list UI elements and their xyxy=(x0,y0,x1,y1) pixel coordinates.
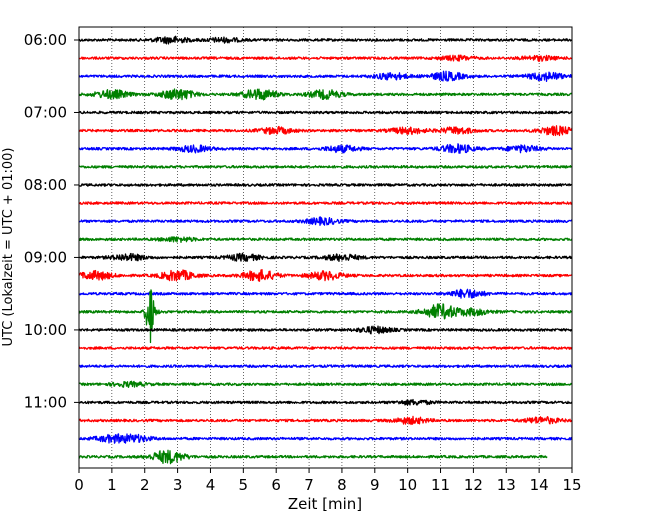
trace-1030 xyxy=(78,364,573,369)
trace-0815 xyxy=(78,201,573,205)
trace-0600 xyxy=(78,35,573,45)
x-tick-label: 9 xyxy=(370,476,380,494)
trace-0730 xyxy=(78,143,573,154)
x-tick-label: 13 xyxy=(497,476,516,494)
y-axis: 06:00 07:00 08:00 09:00 10:00 11:00 xyxy=(24,31,79,411)
x-tick-label: 12 xyxy=(464,476,483,494)
trace-1015 xyxy=(78,346,573,350)
x-tick-label: 6 xyxy=(271,476,281,494)
y-tick-label: 11:00 xyxy=(24,393,67,411)
x-tick-label: 11 xyxy=(431,476,450,494)
trace-0930 xyxy=(78,288,573,299)
trace-1130 xyxy=(78,433,573,444)
y-axis-label: UTC (Lokalzeit = UTC + 01:00) xyxy=(1,148,16,347)
trace-0630 xyxy=(78,70,573,83)
plot-frame xyxy=(79,27,572,468)
trace-1000 xyxy=(78,325,573,335)
trace-0915 xyxy=(78,268,573,282)
x-axis-label: Zeit [min] xyxy=(288,495,362,513)
y-tick-label: 09:00 xyxy=(24,248,67,266)
x-tick-label: 15 xyxy=(562,476,581,494)
x-tick-label: 4 xyxy=(206,476,216,494)
y-tick-label: 07:00 xyxy=(24,103,67,121)
trace-0800 xyxy=(78,183,573,187)
y-tick-label: 06:00 xyxy=(24,31,67,49)
trace-0900 xyxy=(78,252,573,263)
trace-0830 xyxy=(78,216,573,226)
trace-1115 xyxy=(78,415,573,426)
trace-0745 xyxy=(78,164,573,169)
trace-0845 xyxy=(78,236,573,244)
trace-group xyxy=(78,35,573,465)
x-axis: 0 1 2 3 4 5 6 7 8 9 10 11 12 13 14 15 xyxy=(74,468,582,494)
x-tick-label: 0 xyxy=(74,476,84,494)
x-tick-label: 14 xyxy=(530,476,549,494)
x-tick-label: 1 xyxy=(107,476,117,494)
x-tick-label: 7 xyxy=(304,476,314,494)
x-tick-label: 5 xyxy=(239,476,249,494)
trace-0700 xyxy=(78,110,573,115)
trace-0645 xyxy=(78,88,573,101)
x-tick-label: 8 xyxy=(337,476,347,494)
trace-0715 xyxy=(78,125,573,137)
trace-1100 xyxy=(78,398,573,406)
trace-1045 xyxy=(78,380,573,388)
trace-1145 xyxy=(78,449,548,465)
x-tick-label: 3 xyxy=(173,476,183,494)
x-tick-label: 10 xyxy=(398,476,417,494)
y-tick-label: 10:00 xyxy=(24,321,67,339)
y-tick-label: 08:00 xyxy=(24,176,67,194)
x-tick-label: 2 xyxy=(140,476,150,494)
plot-border xyxy=(78,26,573,469)
trace-0615 xyxy=(78,54,573,62)
trace-0945 xyxy=(78,289,573,344)
